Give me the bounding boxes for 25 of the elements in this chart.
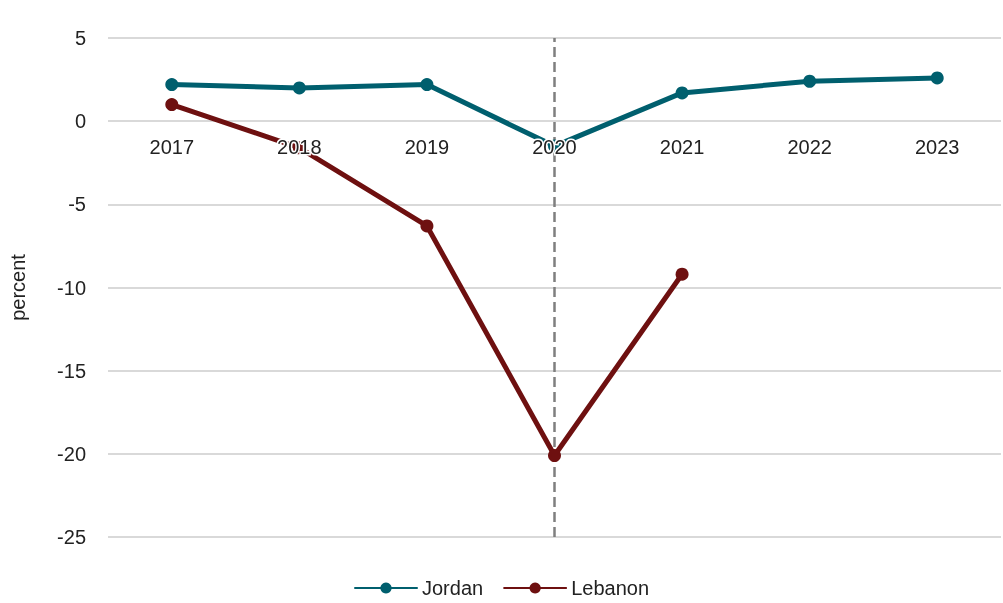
y-tick-label: 0 xyxy=(74,110,86,133)
point xyxy=(420,78,434,92)
y-tick-label: -15 xyxy=(57,359,86,382)
legend-label: Lebanon xyxy=(571,577,650,599)
point xyxy=(675,267,689,281)
point xyxy=(548,449,561,462)
y-tick-label: -5 xyxy=(68,193,86,216)
y-tick-label: -20 xyxy=(57,442,86,465)
x-tick-label: 2022 xyxy=(787,136,832,159)
y-tick-label: 5 xyxy=(74,27,86,49)
point xyxy=(165,98,179,112)
y-axis-title: percent xyxy=(7,253,29,321)
point xyxy=(165,78,179,92)
x-tick-label: 2021 xyxy=(659,136,705,159)
y-tick-label: -25 xyxy=(57,526,86,548)
y-tick-label: -10 xyxy=(57,276,86,299)
x-tick-label: 2023 xyxy=(914,136,960,159)
point xyxy=(930,71,944,85)
x-tick-label: 2019 xyxy=(404,136,450,159)
point xyxy=(803,74,817,88)
point xyxy=(675,86,689,100)
point xyxy=(292,81,306,95)
x-tick-label: 2017 xyxy=(149,136,195,159)
point xyxy=(420,219,434,233)
legend-label: Jordan xyxy=(421,577,484,599)
